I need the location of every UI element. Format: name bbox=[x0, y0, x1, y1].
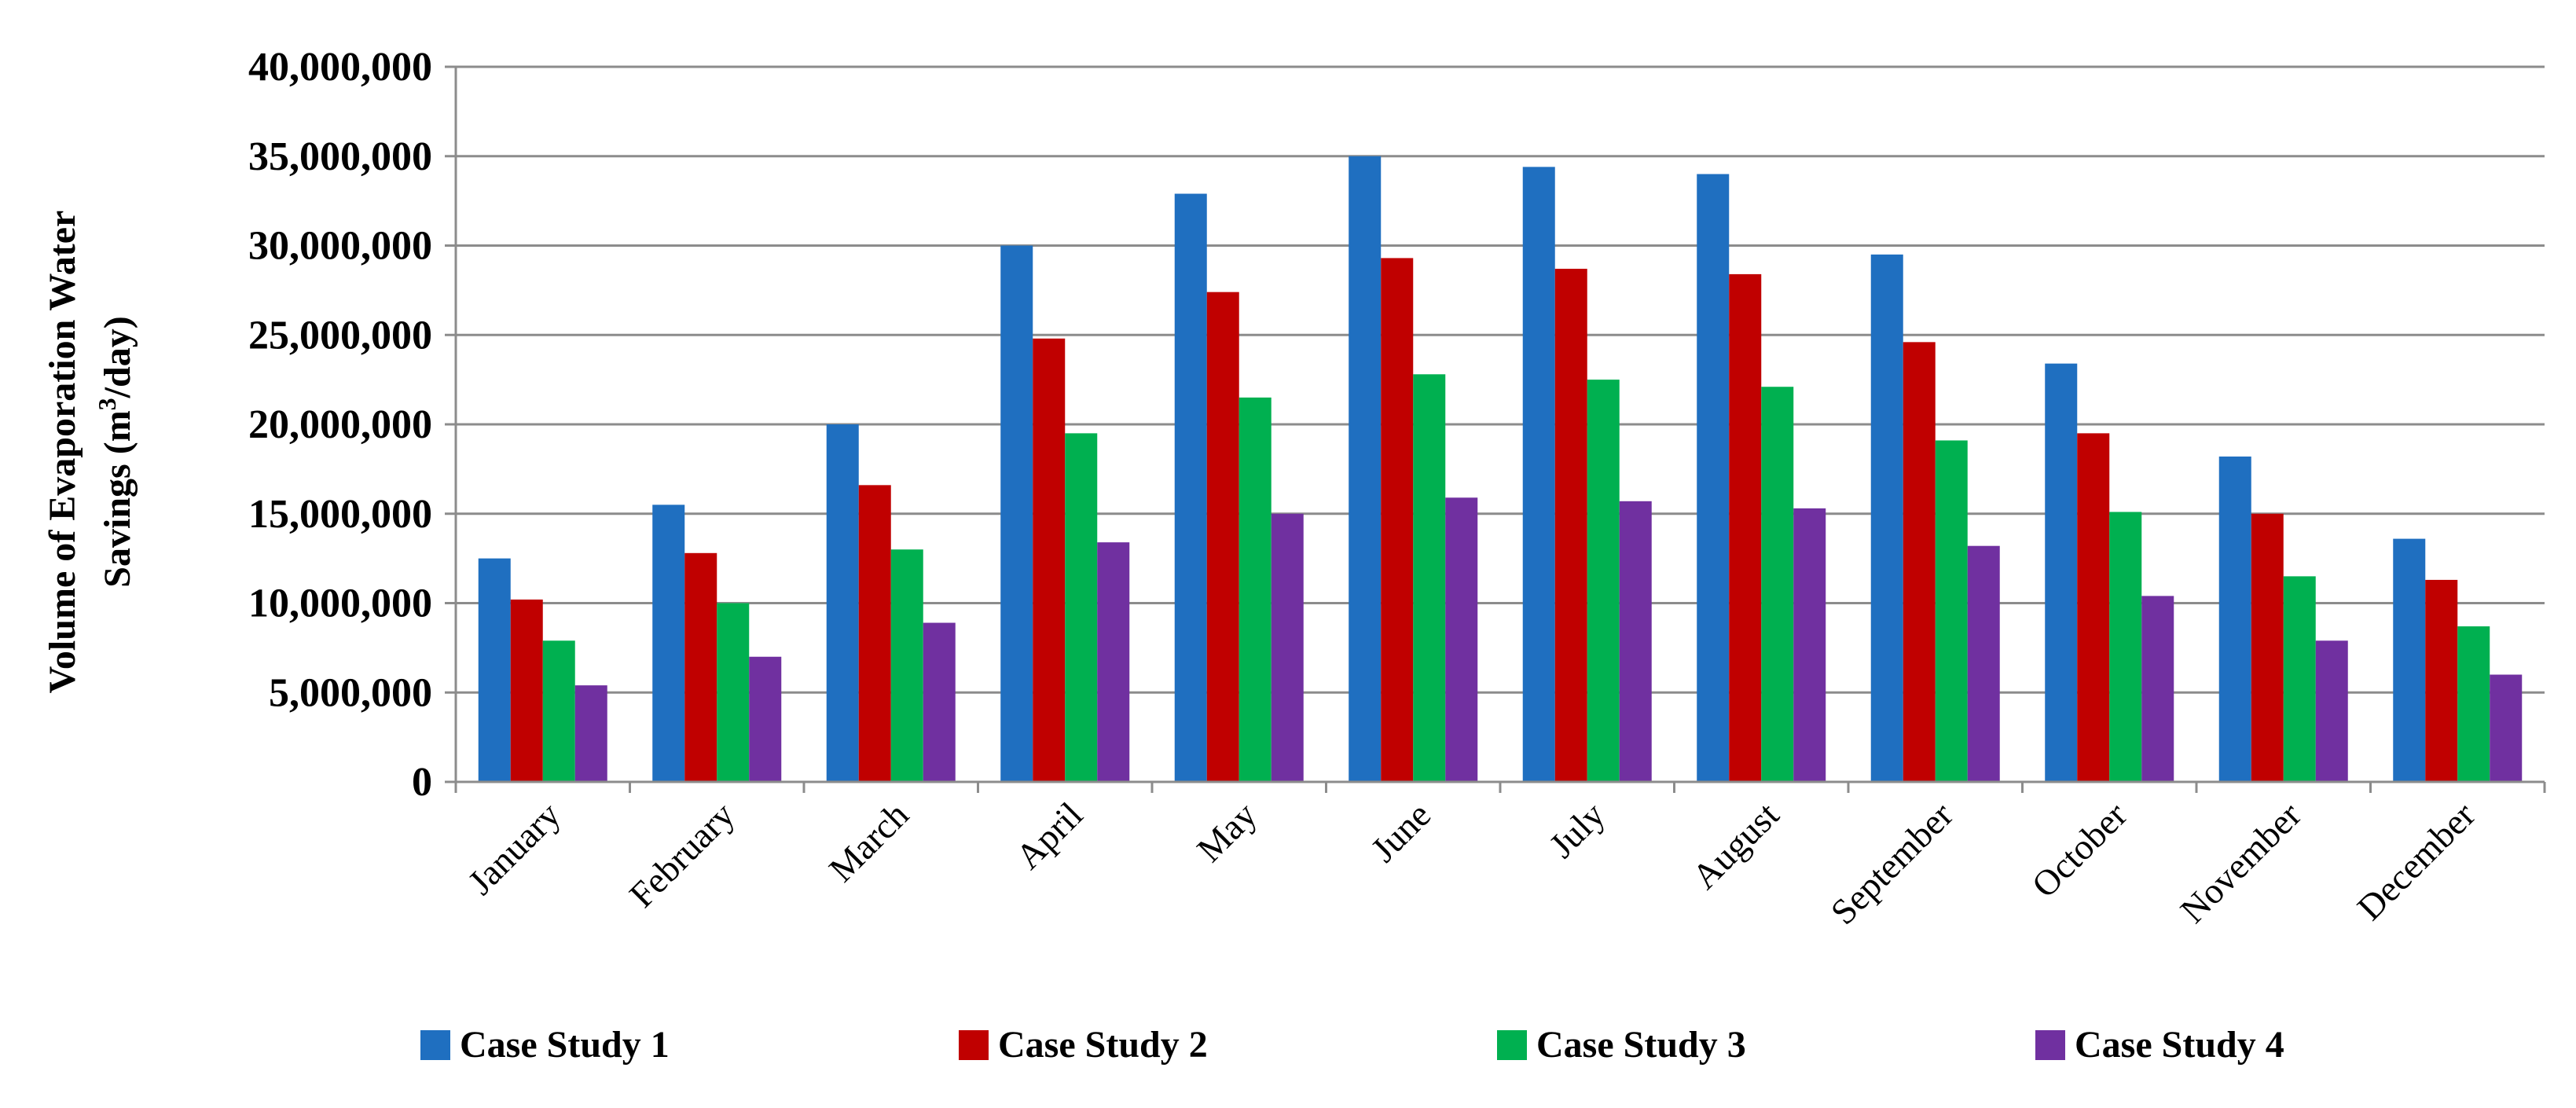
bars-group bbox=[478, 156, 2523, 783]
bar-case-study-2-december bbox=[2425, 579, 2458, 782]
y-tick-label: 30,000,000 bbox=[248, 224, 432, 269]
bar-case-study-4-january bbox=[574, 685, 607, 782]
bar-case-study-1-december bbox=[2393, 538, 2426, 782]
bar-case-study-3-february bbox=[717, 603, 750, 782]
legend-label: Case Study 4 bbox=[2075, 1024, 2284, 1066]
bar-case-study-3-april bbox=[1065, 433, 1098, 782]
y-axis-label-sup: 3 bbox=[93, 398, 121, 410]
bar-case-study-1-march bbox=[826, 424, 859, 782]
bar-case-study-2-october bbox=[2077, 433, 2110, 782]
bar-case-study-4-august bbox=[1793, 508, 1826, 782]
bar-case-study-3-september bbox=[1935, 440, 1968, 782]
bar-case-study-4-may bbox=[1271, 513, 1304, 782]
y-axis-label-line2-post: /day) bbox=[97, 316, 138, 398]
x-tick-label: December bbox=[2350, 794, 2483, 928]
bar-case-study-2-june bbox=[1381, 258, 1414, 782]
bar-case-study-3-january bbox=[542, 640, 575, 782]
bar-case-study-2-march bbox=[858, 485, 891, 782]
bar-case-study-4-november bbox=[2315, 640, 2348, 782]
bar-case-study-1-april bbox=[1000, 245, 1033, 782]
bar-case-study-2-january bbox=[510, 599, 543, 782]
bar-case-study-4-july bbox=[1619, 501, 1652, 782]
bar-case-study-2-april bbox=[1033, 338, 1066, 782]
bar-case-study-4-september bbox=[1967, 545, 2000, 782]
x-tick-label: November bbox=[2172, 794, 2308, 930]
bar-case-study-1-september bbox=[1870, 254, 1903, 782]
bar-case-study-3-december bbox=[2457, 626, 2490, 782]
bar-case-study-1-june bbox=[1349, 156, 1382, 782]
y-tick-label: 10,000,000 bbox=[248, 582, 432, 626]
legend-label: Case Study 3 bbox=[1536, 1024, 1746, 1066]
legend: Case Study 1 Case Study 2 Case Study 3 Case… bbox=[420, 1024, 2284, 1066]
bar-case-study-4-june bbox=[1445, 497, 1478, 782]
bar-case-study-2-february bbox=[684, 552, 717, 782]
x-tick-labels: January February March April May June July Augu… bbox=[461, 794, 2483, 932]
bar-case-study-2-august bbox=[1729, 273, 1762, 782]
legend-swatch bbox=[420, 1030, 450, 1060]
bar-case-study-1-january bbox=[478, 558, 511, 782]
y-axis-label: Volume of Evaporation Water Savings (m3/… bbox=[42, 211, 138, 694]
bar-case-study-1-may bbox=[1174, 193, 1207, 782]
bar-case-study-3-july bbox=[1587, 380, 1620, 782]
bar-case-study-3-november bbox=[2283, 576, 2316, 782]
y-tick-label: 15,000,000 bbox=[248, 492, 432, 537]
y-axis-label-line2-pre: Savings (m bbox=[97, 410, 138, 587]
gridlines bbox=[445, 65, 2545, 783]
bar-case-study-1-february bbox=[652, 504, 685, 782]
y-tick-label: 5,000,000 bbox=[269, 670, 432, 715]
axes bbox=[454, 67, 2546, 793]
x-tick-label: February bbox=[622, 794, 742, 915]
bar-case-study-3-august bbox=[1761, 387, 1794, 782]
x-tick-label: June bbox=[1363, 794, 1439, 870]
x-tick-label: May bbox=[1189, 794, 1264, 870]
bar-case-study-1-july bbox=[1522, 167, 1555, 782]
x-tick-label: January bbox=[461, 794, 568, 902]
x-tick-label: August bbox=[1684, 794, 1786, 897]
y-axis-label-line1: Volume of Evaporation Water bbox=[42, 211, 83, 694]
bar-case-study-2-july bbox=[1554, 269, 1587, 782]
legend-swatch bbox=[2035, 1030, 2065, 1060]
bar-case-study-1-october bbox=[2045, 363, 2078, 782]
legend-label: Case Study 2 bbox=[998, 1024, 1208, 1066]
legend-swatch bbox=[1497, 1030, 1527, 1060]
bar-case-study-3-march bbox=[890, 549, 923, 782]
y-tick-label: 25,000,000 bbox=[248, 313, 432, 358]
bar-case-study-2-november bbox=[2251, 513, 2284, 782]
bar-case-study-3-may bbox=[1238, 397, 1271, 782]
bar-case-study-3-october bbox=[2109, 512, 2142, 782]
bar-case-study-4-december bbox=[2490, 674, 2523, 782]
y-tick-labels: 0 5,000,000 10,000,000 15,000,000 20,000,000… bbox=[248, 45, 432, 805]
bar-case-study-1-august bbox=[1697, 174, 1730, 782]
x-tick-label: October bbox=[2024, 794, 2134, 905]
bar-case-study-1-november bbox=[2218, 456, 2251, 782]
x-tick-label: April bbox=[1008, 794, 1091, 877]
x-tick-label: March bbox=[821, 794, 916, 890]
x-tick-label: July bbox=[1542, 794, 1613, 865]
bar-case-study-2-september bbox=[1903, 342, 1936, 783]
y-tick-label: 35,000,000 bbox=[248, 134, 432, 179]
legend-swatch bbox=[959, 1030, 989, 1060]
y-tick-label: 20,000,000 bbox=[248, 402, 432, 447]
y-axis-label-line2: Savings (m3/day) bbox=[93, 316, 138, 587]
bar-case-study-2-may bbox=[1206, 292, 1239, 782]
bar-case-study-3-june bbox=[1413, 374, 1446, 782]
legend-label: Case Study 1 bbox=[460, 1024, 670, 1066]
bar-case-study-4-march bbox=[923, 622, 956, 782]
bar-case-study-4-april bbox=[1097, 542, 1130, 782]
x-tick-label: September bbox=[1823, 794, 1961, 932]
bar-case-study-4-october bbox=[2141, 596, 2174, 782]
bar-case-study-4-february bbox=[749, 656, 782, 782]
y-tick-label: 40,000,000 bbox=[248, 45, 432, 90]
y-tick-label: 0 bbox=[412, 760, 432, 805]
